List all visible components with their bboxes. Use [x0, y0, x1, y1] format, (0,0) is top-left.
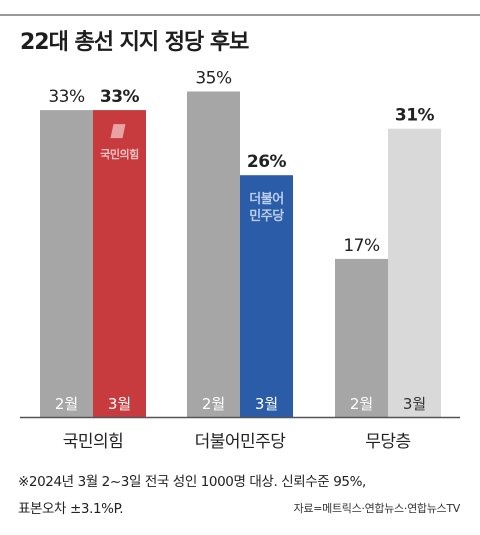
value-label-feb-2: 35% [195, 69, 232, 89]
category-label-1: 국민의힘 [63, 432, 124, 452]
top-rule [0, 14, 480, 16]
category-label-3: 무당층 [365, 432, 410, 452]
margin-of-error-note: 표본오차 ±3.1%P. [18, 501, 124, 517]
month-label-feb-1: 2월 [55, 395, 78, 413]
bar-party-label-1: 국민의힘 [100, 147, 138, 161]
bar-party-label-2: 민주당 [249, 208, 284, 224]
month-label-mar-1: 3월 [108, 395, 131, 413]
month-label-feb-2: 2월 [202, 395, 225, 413]
chart-title: 22대 총선 지지 정당 후보 [20, 30, 249, 55]
value-label-mar-3: 31% [395, 106, 435, 126]
category-label-2: 더불어민주당 [195, 432, 287, 452]
bar-mar-2 [240, 175, 293, 417]
party-logo-icon [110, 124, 126, 139]
value-label-mar-2: 26% [247, 152, 287, 172]
month-label-mar-3: 3월 [403, 395, 426, 413]
bar-feb-1 [40, 110, 93, 417]
value-label-feb-3: 17% [343, 236, 380, 256]
value-label-feb-1: 33% [48, 87, 85, 107]
month-label-mar-2: 3월 [255, 395, 278, 413]
bar-mar-3 [388, 128, 441, 417]
survey-note: ※2024년 3월 2~3일 전국 성인 1000명 대상. 신뢰수준 95%, [18, 474, 366, 490]
bar-mar-1 [93, 110, 146, 417]
bar-feb-3 [335, 258, 388, 417]
month-label-feb-3: 2월 [350, 395, 373, 413]
bar-party-label-2: 더불어 [249, 191, 283, 207]
bar-chart: 33%2월33%3월국민의힘국민의힘35%2월26%3월더불어민주당더불어민주당… [20, 69, 460, 452]
source-credit: 자료=메트릭스·연합뉴스·연합뉴스TV [293, 502, 461, 515]
bar-feb-2 [187, 91, 240, 417]
value-label-mar-1: 33% [100, 87, 140, 107]
